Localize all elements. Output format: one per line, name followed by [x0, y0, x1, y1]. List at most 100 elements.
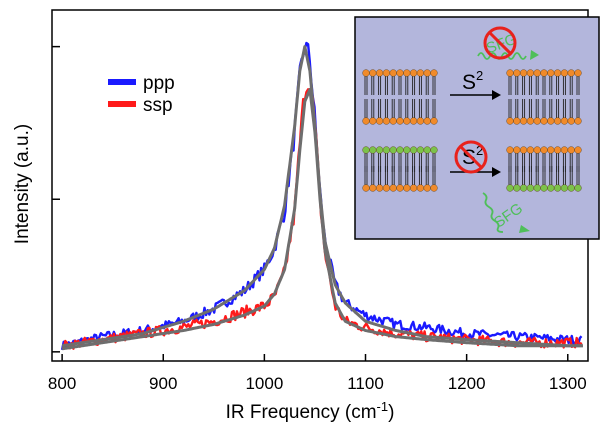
lipid-head [533, 117, 541, 125]
prohibit-slash-top [487, 30, 513, 56]
lipid-head [519, 184, 528, 192]
lipid-head [410, 69, 418, 77]
lipid-head [574, 69, 582, 77]
inset-membranes [362, 69, 582, 192]
lipid-head [369, 146, 377, 154]
lipid-head [540, 69, 548, 77]
lipid-head [513, 184, 521, 192]
lipid-head [396, 69, 404, 77]
lipid-head [560, 69, 569, 77]
lipid-head [553, 117, 562, 125]
lipid-head [376, 146, 384, 154]
y-axis-label: Intensity (a.u.) [12, 124, 33, 244]
lipid-head [430, 184, 438, 192]
lipid-head [362, 146, 370, 154]
inset-background [354, 16, 600, 240]
lipid-head [519, 69, 528, 77]
lipid-head [519, 146, 528, 154]
lipid-head [567, 184, 575, 192]
lipid-head [526, 69, 535, 77]
lipid-head [389, 117, 397, 125]
lipid-head [362, 69, 370, 77]
lipid-head [369, 184, 377, 192]
lipid-head [410, 117, 418, 125]
lipid-head [389, 69, 397, 77]
lipid-head [396, 146, 404, 154]
lipid-head [567, 69, 575, 77]
lipid-head [382, 69, 391, 77]
x-tick-label: 1300 [549, 374, 587, 393]
lipid-head [560, 117, 569, 125]
lipid-head [513, 146, 521, 154]
lipid-head [376, 69, 384, 77]
lipid-head [533, 184, 541, 192]
lipid-head [416, 146, 425, 154]
lipid-head [410, 184, 418, 192]
lipid-head [567, 146, 575, 154]
x-tick-label: 800 [48, 374, 76, 393]
lipid-head [382, 146, 391, 154]
lipid-head [362, 117, 370, 125]
lipid-head [376, 117, 384, 125]
lipid-head [513, 117, 521, 125]
arrow-top [450, 90, 501, 100]
lipid-head [574, 117, 582, 125]
lipid-head [506, 117, 514, 125]
lipid-head [574, 146, 582, 154]
plot-area [60, 41, 584, 351]
lipid-head [553, 184, 562, 192]
lipid-head [526, 146, 535, 154]
lipid-head [513, 69, 521, 77]
prohibit-circle-bottom [454, 140, 488, 174]
lipid-head [526, 117, 535, 125]
lipid-head [553, 69, 562, 77]
lipid-head [403, 146, 411, 154]
x-tick-label: 900 [149, 374, 177, 393]
legend-label-ppp: ppp [143, 73, 175, 94]
lipid-head [382, 184, 391, 192]
lipid-head [540, 146, 548, 154]
schematic-inset: S2 S2 SFG SFG [354, 16, 600, 240]
prohibit-circle-top [483, 26, 517, 60]
inset-label-top: S2 [462, 68, 483, 94]
sfg-wave-top [477, 52, 527, 60]
lipid-head [416, 184, 425, 192]
x-tick-label: 1100 [347, 374, 384, 393]
lipid-head [574, 184, 582, 192]
lipid-head [369, 117, 377, 125]
prohibit-slash-bottom [458, 144, 484, 170]
lipid-head [533, 69, 541, 77]
legend: ppp ssp [108, 73, 175, 116]
lipid-head [423, 117, 431, 125]
lipid-head [376, 184, 384, 192]
lipid-head [382, 117, 391, 125]
lipid-head [547, 69, 555, 77]
lipid-head [403, 184, 411, 192]
lipid-head [560, 146, 569, 154]
lipid-head [410, 146, 418, 154]
lipid-head [506, 69, 514, 77]
x-axis-label-close: ) [388, 402, 394, 423]
lipid-head [506, 184, 514, 192]
sfg-wave-bottom [482, 192, 504, 233]
lipid-head [430, 117, 438, 125]
lipid-head [396, 117, 404, 125]
sfg-wave-top-arrowhead [530, 50, 539, 60]
x-axis-label-superscript: -1 [377, 399, 389, 414]
lipid-head [540, 117, 548, 125]
legend-label-ssp: ssp [143, 95, 173, 116]
lipid-head [369, 69, 377, 77]
lipid-head [403, 69, 411, 77]
lipid-head [547, 117, 555, 125]
fit-line-3 [61, 87, 584, 351]
lipid-head [423, 146, 431, 154]
lipid-head [430, 146, 438, 154]
lipid-head [533, 146, 541, 154]
lipid-head [423, 69, 431, 77]
lipid-head [540, 184, 548, 192]
sfg-wave-bottom-arrowhead [519, 225, 530, 233]
lipid-head [389, 146, 397, 154]
lipid-head [389, 184, 397, 192]
lipid-head [362, 184, 370, 192]
